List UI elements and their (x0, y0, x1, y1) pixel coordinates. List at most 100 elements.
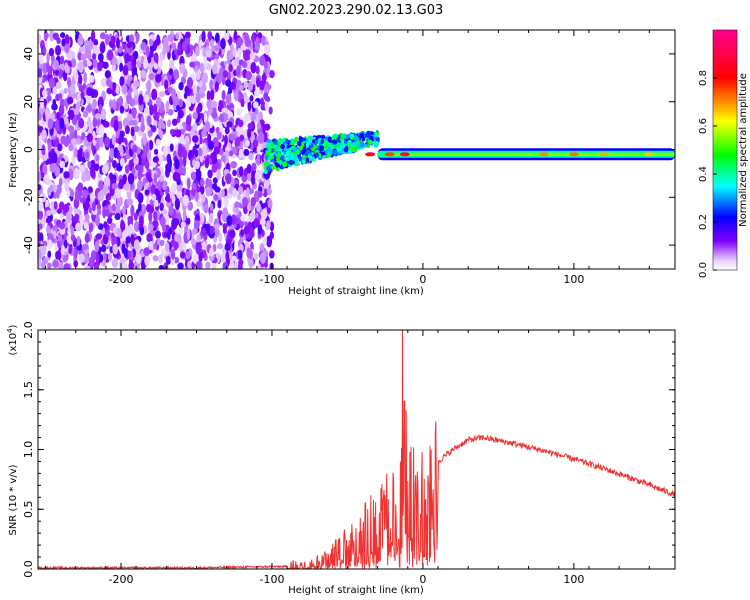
noise-speckle (246, 187, 250, 197)
noise-speckle (213, 194, 218, 201)
noise-speckle (168, 34, 174, 42)
noise-speckle (267, 188, 272, 195)
noise-speckle (146, 233, 152, 240)
y-tick-label: -20 (22, 188, 35, 206)
noise-speckle (123, 65, 129, 76)
noise-speckle (95, 154, 99, 161)
noise-speckle (98, 96, 103, 103)
noise-speckle (167, 193, 171, 203)
noise-speckle (263, 235, 267, 245)
noise-speckle (251, 113, 257, 121)
noise-speckle (153, 156, 159, 163)
y-tick-label: 0.5 (22, 501, 35, 519)
signal-speckle (367, 144, 370, 148)
noise-speckle (242, 197, 248, 207)
noise-speckle (217, 243, 223, 249)
noise-speckle (207, 31, 212, 40)
noise-speckle (89, 186, 93, 192)
noise-speckle (257, 154, 261, 166)
noise-speckle (53, 60, 59, 69)
noise-speckle (42, 89, 48, 96)
noise-speckle (192, 183, 197, 190)
signal-speckle (372, 141, 376, 146)
noise-speckle (205, 262, 210, 269)
noise-speckle (153, 211, 157, 222)
noise-speckle (138, 94, 143, 106)
noise-speckle (81, 172, 87, 183)
noise-speckle (68, 246, 72, 255)
noise-speckle (125, 125, 130, 134)
noise-speckle (75, 191, 81, 202)
noise-speckle (104, 208, 110, 216)
noise-speckle (194, 220, 200, 229)
signal-speckle (293, 155, 298, 161)
signal-speckle (305, 157, 309, 162)
noise-speckle (112, 244, 118, 255)
noise-speckle (57, 143, 62, 151)
noise-speckle (130, 205, 134, 217)
track-peak (400, 152, 410, 156)
noise-speckle (56, 82, 62, 89)
noise-speckle (140, 226, 145, 236)
noise-speckle (127, 199, 133, 206)
noise-speckle (171, 248, 175, 259)
noise-speckle (63, 204, 69, 213)
noise-speckle (187, 178, 191, 190)
noise-speckle (70, 189, 74, 197)
noise-speckle (106, 230, 110, 237)
noise-speckle (160, 216, 166, 227)
signal-speckle (333, 140, 337, 145)
noise-speckle (269, 107, 273, 115)
y-tick-label: 2.0 (22, 321, 35, 339)
noise-speckle (59, 161, 65, 169)
noise-speckle (128, 250, 132, 257)
noise-speckle (193, 122, 197, 131)
noise-speckle (52, 153, 57, 164)
noise-speckle (92, 99, 97, 109)
noise-speckle (65, 34, 70, 45)
noise-speckle (185, 32, 191, 39)
noise-speckle (248, 153, 253, 161)
signal-speckle (286, 150, 290, 156)
signal-speckle (306, 142, 309, 148)
noise-speckle (269, 250, 274, 259)
noise-speckle (114, 120, 119, 132)
noise-speckle (193, 84, 197, 95)
noise-speckle (178, 82, 183, 90)
noise-speckle (267, 207, 271, 213)
noise-speckle (234, 30, 238, 40)
noise-speckle (202, 73, 208, 84)
noise-speckle (209, 247, 214, 257)
noise-speckle (64, 88, 68, 94)
noise-speckle (167, 231, 171, 239)
noise-speckle (78, 61, 84, 73)
signal-speckle (312, 139, 315, 143)
noise-speckle (192, 135, 198, 143)
noise-speckle (60, 32, 65, 38)
noise-speckle (238, 262, 243, 272)
noise-speckle (47, 251, 51, 258)
track-peak (644, 152, 654, 156)
signal-speckle (266, 140, 271, 143)
noise-speckle (247, 164, 252, 174)
noise-speckle (79, 164, 86, 172)
noise-speckle (40, 244, 46, 256)
signal-speckle (281, 166, 284, 169)
signal-speckle (277, 152, 281, 158)
signal-speckle (328, 148, 332, 154)
signal-speckle (359, 133, 364, 138)
noise-speckle (66, 211, 72, 223)
noise-speckle (204, 58, 208, 68)
noise-speckle (39, 223, 43, 229)
signal-speckle (302, 159, 306, 165)
noise-speckle (241, 98, 245, 107)
noise-speckle (89, 75, 94, 83)
noise-speckle (164, 79, 168, 89)
track-core (388, 153, 675, 156)
noise-speckle (48, 142, 52, 152)
noise-speckle (157, 238, 161, 245)
noise-speckle (84, 222, 89, 230)
noise-speckle (69, 109, 75, 120)
noise-speckle (148, 130, 153, 137)
noise-speckle (144, 107, 150, 116)
